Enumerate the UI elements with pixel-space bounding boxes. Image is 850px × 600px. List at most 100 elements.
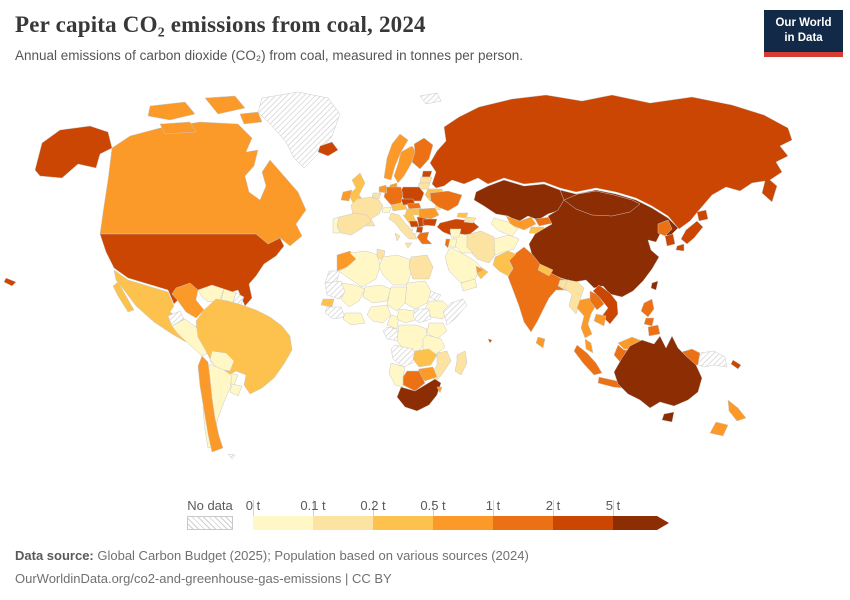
- country-syria[interactable]: [449, 228, 462, 238]
- country-falkland-islands[interactable]: [227, 453, 236, 460]
- country-gabon-congo[interactable]: [382, 326, 400, 342]
- country-new-caledonia[interactable]: [730, 359, 742, 370]
- legend-bin-0.2-0.5[interactable]: [373, 516, 433, 530]
- country-mongolia[interactable]: [563, 190, 641, 217]
- country-myanmar[interactable]: [563, 279, 585, 315]
- country-mali[interactable]: [340, 282, 366, 308]
- country-libya[interactable]: [378, 254, 412, 286]
- legend-no-data-swatch[interactable]: [187, 516, 233, 530]
- country-alaska[interactable]: [34, 125, 113, 179]
- country-uruguay[interactable]: [229, 383, 243, 397]
- country-somalia[interactable]: [442, 298, 468, 326]
- country-canada-arctic-4[interactable]: [239, 111, 263, 125]
- legend-bin-5+[interactable]: [613, 516, 657, 530]
- country-madagascar[interactable]: [454, 350, 468, 376]
- country-bulgaria[interactable]: [422, 218, 438, 227]
- country-hungary[interactable]: [404, 207, 422, 216]
- country-senegal[interactable]: [320, 298, 335, 308]
- country-ivory-coast-ghana[interactable]: [342, 312, 366, 326]
- country-canada-arctic-1[interactable]: [147, 101, 196, 121]
- country-ecuador[interactable]: [167, 310, 185, 327]
- country-bolivia[interactable]: [209, 350, 235, 372]
- country-central-african-republic[interactable]: [396, 308, 420, 324]
- country-tasmania[interactable]: [661, 411, 675, 423]
- country-chile[interactable]: [197, 355, 224, 453]
- country-israel[interactable]: [444, 238, 451, 249]
- legend-bin-1-2[interactable]: [493, 516, 553, 530]
- country-philippines-luzon[interactable]: [640, 298, 655, 318]
- country-bosnia[interactable]: [408, 220, 420, 228]
- country-mexico-baja[interactable]: [112, 281, 135, 313]
- country-guinea-region[interactable]: [324, 306, 346, 320]
- country-greece[interactable]: [416, 231, 433, 245]
- country-iceland[interactable]: [317, 141, 339, 157]
- country-uae[interactable]: [475, 265, 485, 274]
- country-colombia[interactable]: [171, 282, 205, 319]
- country-japan-kyushu[interactable]: [675, 243, 685, 252]
- country-indonesia-sumatra[interactable]: [573, 344, 603, 376]
- country-dr-congo[interactable]: [396, 324, 428, 354]
- country-japan-honshu[interactable]: [680, 220, 704, 245]
- legend-bin-0.5-1[interactable]: [433, 516, 493, 530]
- country-estonia[interactable]: [421, 170, 433, 178]
- country-sudan[interactable]: [404, 280, 432, 310]
- country-netherlands[interactable]: [378, 184, 388, 194]
- country-philippines-visayas[interactable]: [643, 317, 655, 327]
- country-south-africa[interactable]: [396, 378, 442, 412]
- country-zambia[interactable]: [412, 348, 438, 368]
- country-kazakhstan[interactable]: [473, 179, 567, 223]
- country-new-zealand-north[interactable]: [727, 399, 747, 422]
- country-italy[interactable]: [388, 212, 418, 240]
- country-romania[interactable]: [418, 207, 440, 220]
- country-new-zealand-south[interactable]: [709, 421, 729, 437]
- country-nepal[interactable]: [537, 263, 554, 277]
- country-australia[interactable]: [613, 335, 703, 409]
- country-algeria[interactable]: [338, 250, 381, 288]
- country-cambodia[interactable]: [593, 313, 607, 327]
- country-eswatini[interactable]: [436, 386, 443, 394]
- country-eritrea[interactable]: [428, 290, 442, 302]
- country-south-korea[interactable]: [664, 233, 676, 247]
- country-ukraine[interactable]: [429, 190, 463, 212]
- country-italy-sardinia[interactable]: [394, 232, 401, 242]
- country-greenland[interactable]: [257, 91, 341, 169]
- country-north-korea[interactable]: [657, 219, 673, 237]
- country-azerbaijan[interactable]: [463, 216, 477, 224]
- country-switzerland[interactable]: [381, 206, 392, 214]
- country-malaysia-peninsula[interactable]: [584, 338, 594, 354]
- country-svalbard[interactable]: [419, 92, 442, 105]
- country-portugal[interactable]: [332, 216, 341, 234]
- country-mauritius[interactable]: [487, 338, 493, 344]
- country-italy-sicily[interactable]: [404, 242, 413, 249]
- country-finland[interactable]: [411, 137, 434, 170]
- country-norway[interactable]: [383, 133, 409, 181]
- country-namibia[interactable]: [388, 362, 406, 388]
- country-hawaii[interactable]: [3, 277, 17, 287]
- country-sweden[interactable]: [393, 145, 417, 184]
- country-albania[interactable]: [411, 226, 418, 235]
- legend-bin-0.1-0.2[interactable]: [313, 516, 373, 530]
- country-pakistan[interactable]: [492, 250, 517, 277]
- country-ireland[interactable]: [340, 189, 353, 202]
- country-russia[interactable]: [429, 94, 793, 230]
- country-belgium[interactable]: [371, 192, 382, 200]
- legend-bin-2-5[interactable]: [553, 516, 613, 530]
- country-canada-arctic-2[interactable]: [204, 95, 246, 115]
- country-chad[interactable]: [386, 286, 408, 312]
- country-philippines-mindanao[interactable]: [647, 324, 661, 337]
- country-nigeria[interactable]: [366, 304, 392, 324]
- country-canada-arctic-3[interactable]: [159, 121, 197, 135]
- country-papua-new-guinea[interactable]: [697, 350, 728, 368]
- country-latvia[interactable]: [419, 176, 433, 184]
- country-japan-hokkaido[interactable]: [696, 209, 709, 222]
- country-niger[interactable]: [362, 284, 392, 304]
- country-taiwan[interactable]: [650, 280, 659, 291]
- owid-url-link[interactable]: OurWorldinData.org/co2-and-greenhouse-ga…: [15, 570, 392, 586]
- country-egypt[interactable]: [408, 254, 434, 280]
- country-yemen[interactable]: [460, 278, 478, 292]
- country-germany[interactable]: [383, 186, 404, 206]
- country-united-states[interactable]: [99, 233, 285, 307]
- country-china[interactable]: [528, 189, 679, 298]
- country-kenya-uganda[interactable]: [426, 322, 448, 340]
- country-canada[interactable]: [99, 121, 307, 247]
